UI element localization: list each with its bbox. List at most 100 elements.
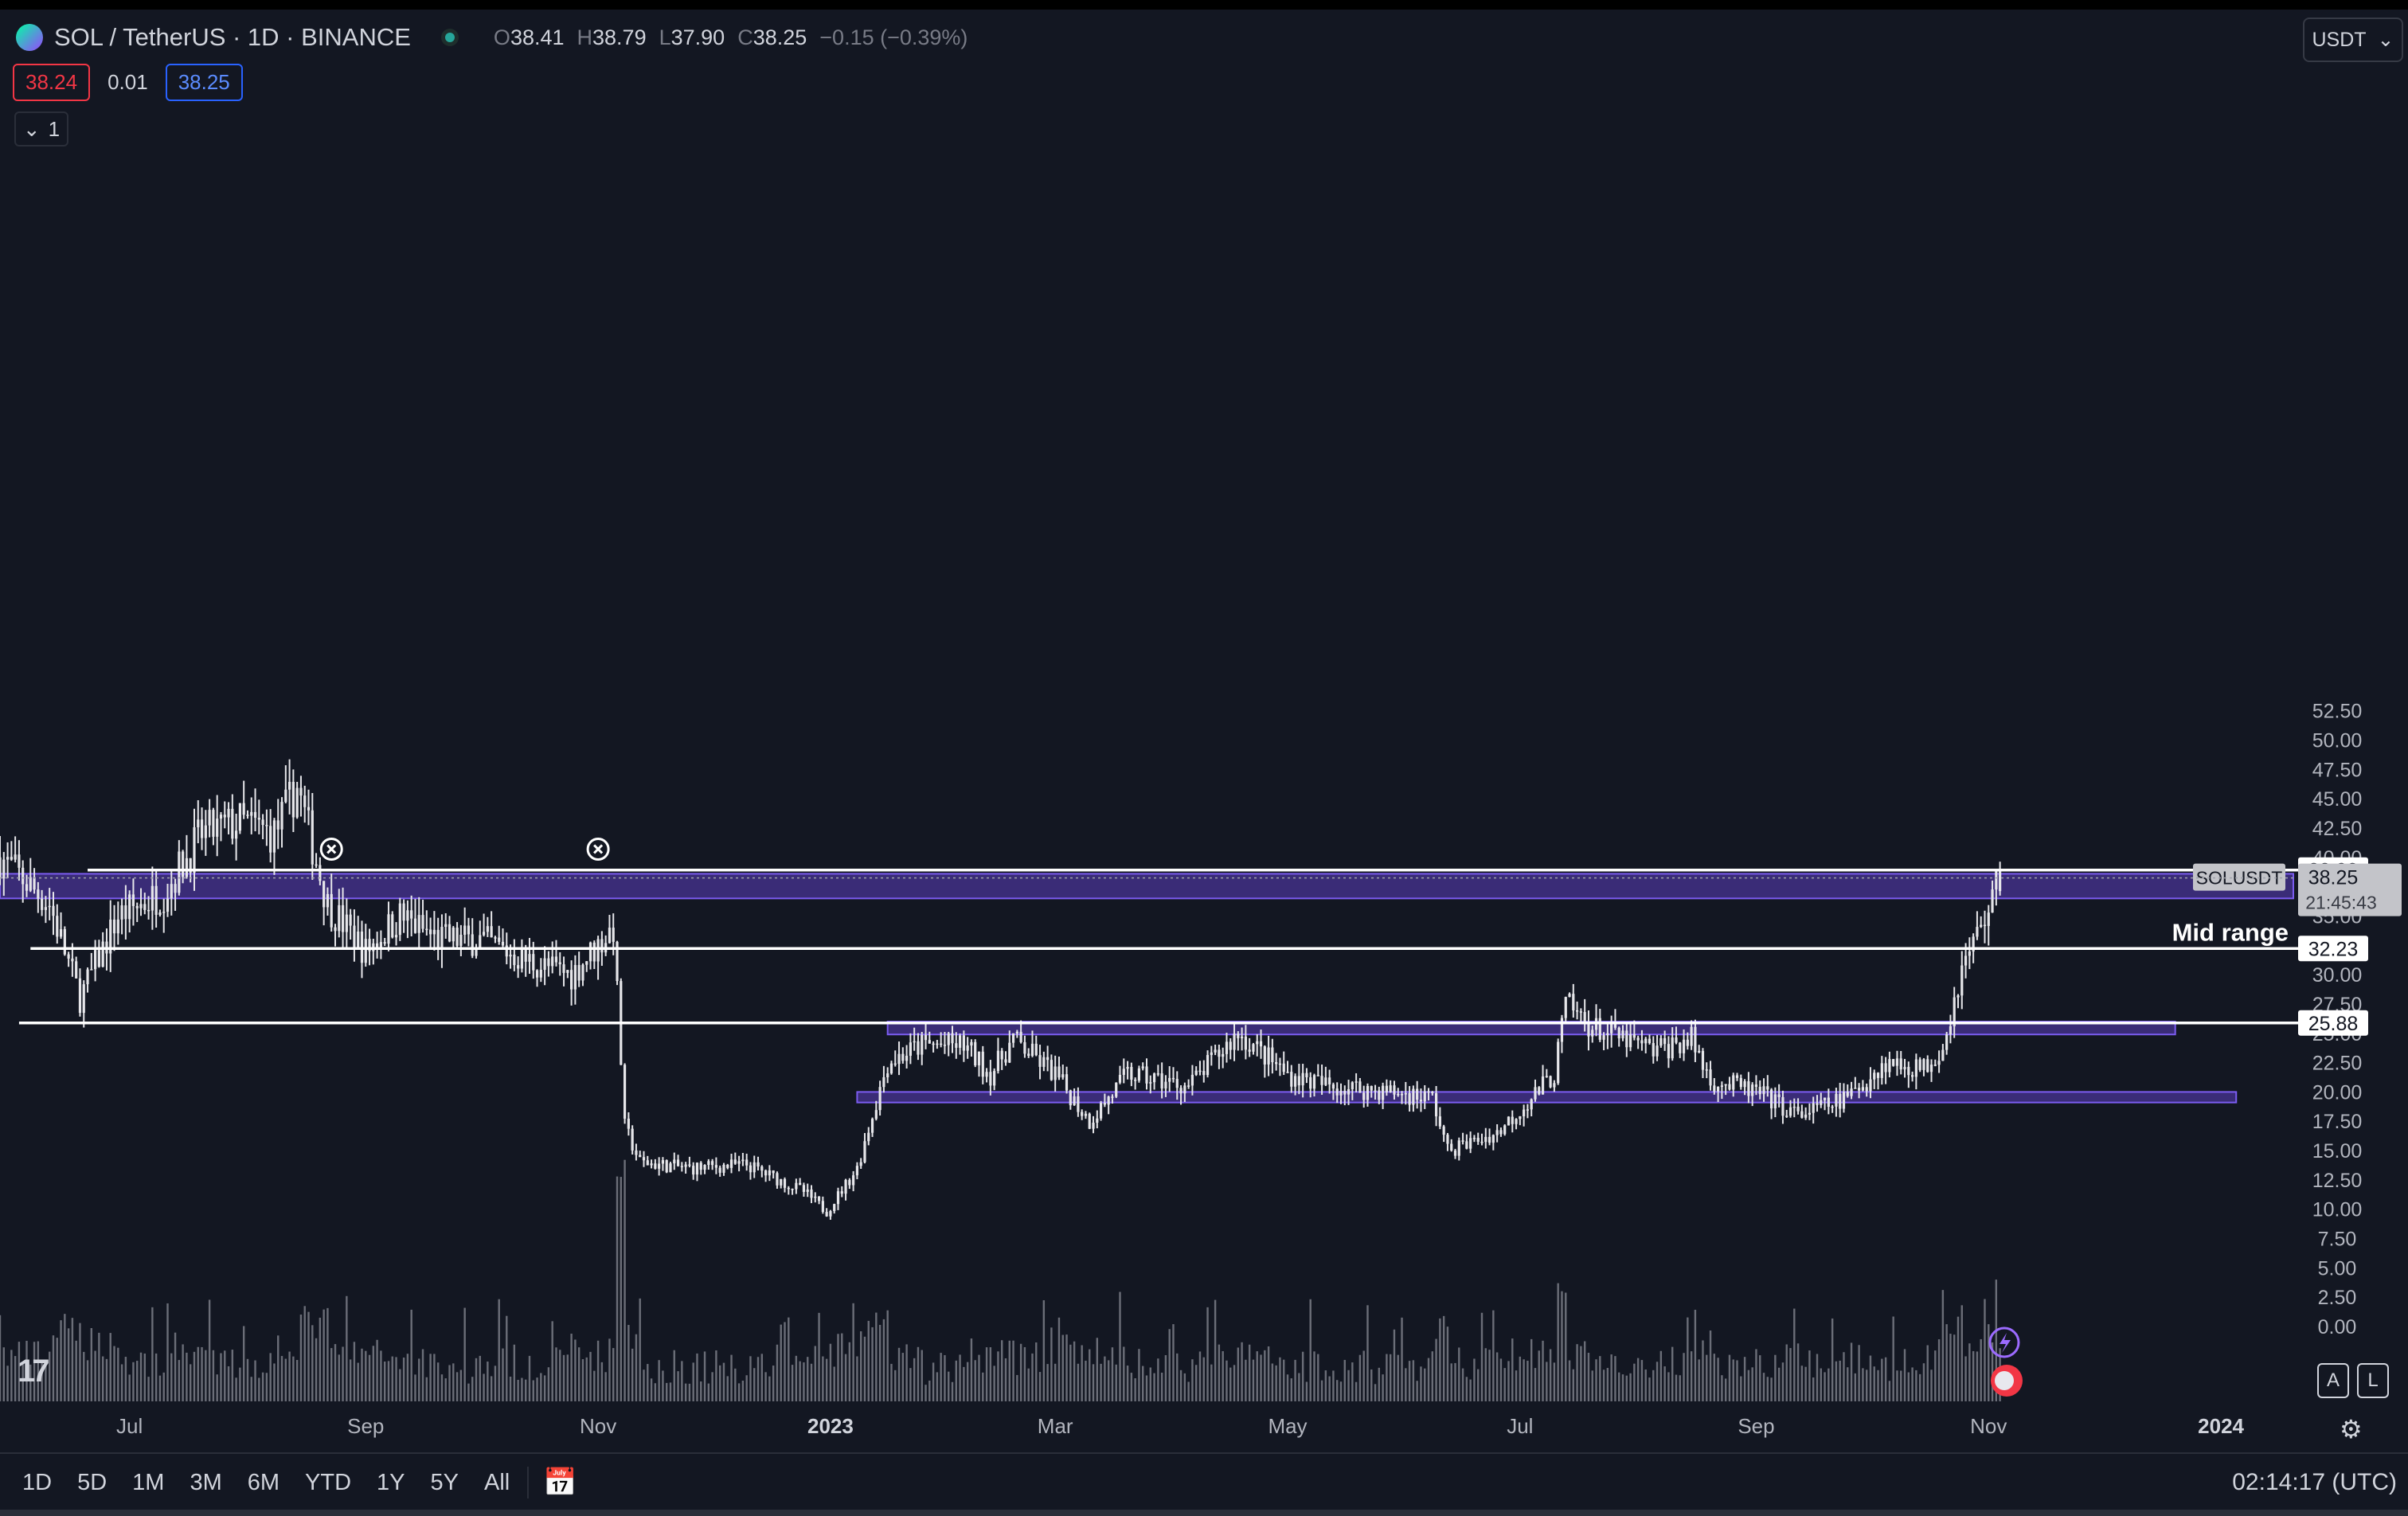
volume-bar [1694,1310,1697,1401]
volume-bar [917,1346,920,1401]
candle-body [958,1035,962,1048]
sell-button[interactable]: 38.24 [13,64,91,101]
volume-bar [201,1346,203,1401]
candle-body [1206,1055,1210,1076]
candle-body [524,947,527,962]
clock[interactable]: 02:14:17 (UTC) [2232,1469,2397,1495]
volume-bar [1937,1339,1941,1401]
candle-body [261,819,264,826]
candle-body [131,894,135,906]
volume-bar [1580,1346,1582,1401]
candle-body [1964,955,1968,966]
candle-body [269,826,272,853]
range-ytd[interactable]: YTD [305,1469,352,1495]
candle-body [1743,1080,1746,1088]
range-5y[interactable]: 5Y [430,1469,459,1495]
candle-body [1030,1043,1034,1056]
volume-bar [1339,1381,1343,1401]
range-5d[interactable]: 5D [77,1469,108,1495]
candle-body [1202,1071,1206,1076]
line-price-label: 32.23 [2308,938,2359,960]
volume-bar [1145,1375,1148,1401]
candle-body [1252,1044,1255,1052]
candle-body [608,928,612,944]
candle-body [170,884,173,899]
volume-bar [365,1350,367,1401]
time-axis[interactable]: Jul Sep Nov 2023 Mar May Jul Sep Nov 2024 [116,1414,2245,1438]
candle-body [1656,1045,1659,1057]
candle-body [482,932,486,936]
volume-bar [1869,1355,1872,1401]
volume-bar [1382,1374,1384,1401]
candle-body [440,927,444,950]
line-price-tag [2298,1010,2368,1036]
volume-bar [269,1353,272,1401]
volume-bar [1553,1362,1556,1401]
volume-bar [1770,1377,1773,1401]
candle-body [1690,1026,1693,1046]
candle-body [18,854,21,868]
volume-bar [1892,1316,1894,1401]
candle-body [707,1161,710,1166]
volume-bar [825,1358,828,1401]
candle-body [1709,1069,1712,1086]
candle-body [200,819,204,838]
price-chart[interactable]: Mid range 52.5050.0047.5045.0042.5040.00… [0,10,2408,1451]
range-all[interactable]: All [484,1469,510,1495]
line-price-tag [2298,936,2368,962]
candle-body [1835,1093,1838,1107]
candle-body [1027,1053,1030,1056]
markers-layer [319,837,610,861]
volume-bar [1107,1360,1110,1401]
range-1d[interactable]: 1D [22,1469,53,1495]
price-tick-label: 52.50 [2312,701,2363,723]
candle-body [650,1163,653,1166]
indicators-toggle[interactable]: ⌄ 1 [14,111,68,147]
volume-bar [98,1332,100,1401]
currency-selector[interactable]: USDT ⌄ [2303,18,2403,62]
tradingview-logo-icon[interactable]: 17 [18,1354,49,1389]
candle-body [1499,1130,1503,1135]
log-scale-button[interactable]: L [2357,1363,2389,1398]
range-1m[interactable]: 1M [132,1469,165,1495]
volume-bar [1877,1369,1879,1401]
calendar-goto-icon[interactable]: 📅 [543,1467,577,1498]
volume-bar [1031,1353,1034,1401]
volume-bar [1759,1355,1761,1401]
buy-button[interactable]: 38.25 [165,64,243,101]
volume-bar [1324,1370,1327,1401]
candle-body [22,867,25,885]
volume-bar [490,1376,493,1401]
horizontal-lines[interactable]: Mid range [18,868,2301,1025]
range-6m[interactable]: 6M [247,1469,280,1495]
range-3m[interactable]: 3M [190,1469,222,1495]
volume-bar [859,1331,862,1401]
high-label: H [577,25,593,49]
close-label: C [737,25,753,49]
candle-body [1347,1088,1351,1095]
market-status-icon[interactable] [440,29,459,46]
candle-body [139,904,143,908]
volume-bar [1229,1367,1232,1401]
volume-bar [307,1311,310,1401]
volume-bar [1736,1360,1738,1401]
candle-body [428,929,432,935]
symbol-title[interactable]: SOL / TetherUS · 1D · BINANCE [54,23,411,51]
volume-bar [1618,1372,1620,1401]
auto-scale-button[interactable]: A [2317,1363,2349,1398]
candle-body [319,865,322,881]
volume-bar [1378,1367,1381,1401]
range-1y[interactable]: 1Y [377,1469,405,1495]
candle-body [2,859,6,879]
volume-bar [593,1370,596,1401]
volume-bar [1747,1369,1750,1401]
candle-body [383,942,386,944]
volume-bar [376,1339,378,1401]
candle-body [1290,1072,1293,1087]
volume-bar [109,1333,111,1401]
volume-bar [1930,1369,1933,1401]
gear-icon[interactable]: ⚙ [2340,1415,2363,1444]
volume-bar [1191,1359,1194,1401]
candle-body [1705,1069,1708,1071]
candle-body [1617,1027,1620,1039]
